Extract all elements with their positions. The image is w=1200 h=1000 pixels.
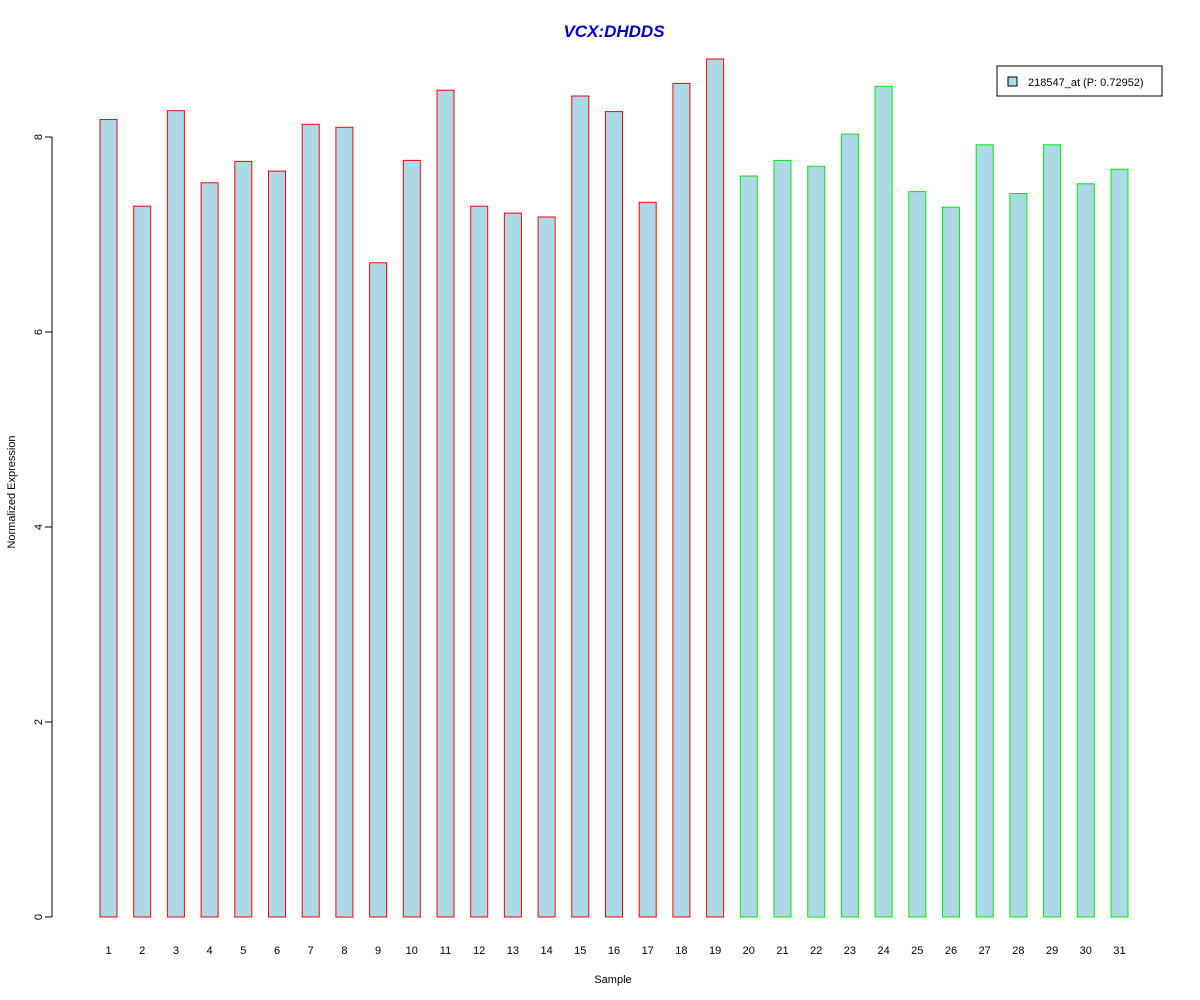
x-tick-label: 5 bbox=[240, 945, 246, 957]
x-tick-label: 29 bbox=[1046, 945, 1058, 957]
bar-sample-8 bbox=[335, 126, 354, 918]
bar-sample-5 bbox=[234, 160, 253, 918]
x-tick-label: 11 bbox=[440, 945, 451, 957]
y-tick-label: 8 bbox=[33, 134, 45, 140]
bar-sample-9 bbox=[369, 262, 388, 918]
x-tick-label: 12 bbox=[473, 945, 485, 957]
y-tick-label: 0 bbox=[33, 914, 45, 920]
x-tick-label: 7 bbox=[308, 945, 314, 957]
x-tick-label: 16 bbox=[608, 945, 620, 957]
bar-sample-4 bbox=[200, 182, 219, 918]
x-tick-label: 21 bbox=[776, 945, 788, 957]
bar-sample-17 bbox=[638, 201, 657, 918]
bar-sample-24 bbox=[874, 85, 893, 918]
y-tick-label: 4 bbox=[33, 524, 45, 530]
bar-sample-27 bbox=[975, 144, 994, 918]
bar-sample-20 bbox=[739, 175, 758, 918]
bar-sample-12 bbox=[470, 205, 489, 918]
legend-label: 218547_at (P: 0.72952) bbox=[1028, 77, 1144, 89]
legend-swatch bbox=[1007, 76, 1018, 87]
x-tick-label: 23 bbox=[844, 945, 856, 957]
x-tick-label: 22 bbox=[810, 945, 822, 957]
bar-sample-22 bbox=[807, 165, 826, 918]
bar-sample-10 bbox=[402, 159, 421, 918]
bar-sample-25 bbox=[908, 191, 927, 918]
x-tick-label: 9 bbox=[375, 945, 381, 957]
x-tick-label: 17 bbox=[642, 945, 654, 957]
bar-sample-14 bbox=[537, 216, 556, 918]
x-tick-label: 13 bbox=[507, 945, 519, 957]
x-tick-label: 6 bbox=[274, 945, 280, 957]
bar-sample-1 bbox=[99, 119, 118, 918]
x-tick-label: 31 bbox=[1113, 945, 1125, 957]
bar-sample-7 bbox=[301, 123, 320, 918]
legend: 218547_at (P: 0.72952) bbox=[996, 65, 1163, 97]
x-tick-labels: 1 2 3 4 5 6 7 8 9 10 11 12 13 14 15 16 17 18 19 20 21 22 23 24 2… bbox=[105, 945, 1125, 957]
bar-sample-19 bbox=[706, 58, 725, 918]
bar-sample-2 bbox=[133, 205, 152, 918]
x-tick-label: 24 bbox=[877, 945, 889, 957]
bar-sample-11 bbox=[436, 89, 455, 918]
bar-sample-28 bbox=[1009, 193, 1028, 918]
chart-title: VCX:DHDDS bbox=[563, 22, 665, 41]
x-tick-label: 3 bbox=[173, 945, 179, 957]
y-axis: 0 2 4 6 8 bbox=[33, 134, 53, 920]
bar-sample-16 bbox=[605, 111, 623, 918]
bar-sample-6 bbox=[268, 170, 286, 918]
x-tick-label: 20 bbox=[743, 945, 755, 957]
x-tick-label: 8 bbox=[341, 945, 347, 957]
bar-sample-26 bbox=[942, 206, 960, 918]
legend-box bbox=[996, 65, 1163, 97]
bar-sample-29 bbox=[1043, 144, 1062, 918]
x-tick-label: 1 bbox=[105, 945, 111, 957]
x-tick-label: 19 bbox=[709, 945, 721, 957]
x-tick-label: 15 bbox=[574, 945, 586, 957]
x-tick-label: 18 bbox=[675, 945, 687, 957]
y-tick-label: 6 bbox=[33, 329, 45, 335]
x-axis-label: Sample bbox=[594, 974, 631, 986]
x-tick-label: 28 bbox=[1012, 945, 1024, 957]
x-tick-label: 26 bbox=[945, 945, 957, 957]
bar-sample-30 bbox=[1076, 183, 1095, 918]
x-tick-label: 25 bbox=[911, 945, 923, 957]
y-tick-label: 2 bbox=[33, 719, 45, 725]
x-tick-label: 30 bbox=[1080, 945, 1092, 957]
y-axis-label: Normalized Expression bbox=[6, 435, 18, 548]
x-tick-label: 2 bbox=[139, 945, 145, 957]
bar-sample-23 bbox=[840, 133, 859, 918]
x-tick-label: 4 bbox=[207, 945, 213, 957]
bar-sample-13 bbox=[503, 212, 522, 918]
bar-sample-21 bbox=[773, 159, 792, 918]
bar-sample-15 bbox=[571, 95, 590, 918]
x-tick-label: 27 bbox=[979, 945, 991, 957]
x-tick-label: 10 bbox=[406, 945, 418, 957]
x-tick-label: 14 bbox=[540, 945, 552, 957]
bar-sample-31 bbox=[1110, 168, 1129, 918]
bar-sample-18 bbox=[672, 82, 691, 918]
bar-sample-3 bbox=[166, 110, 185, 918]
bar-series bbox=[99, 58, 1129, 918]
